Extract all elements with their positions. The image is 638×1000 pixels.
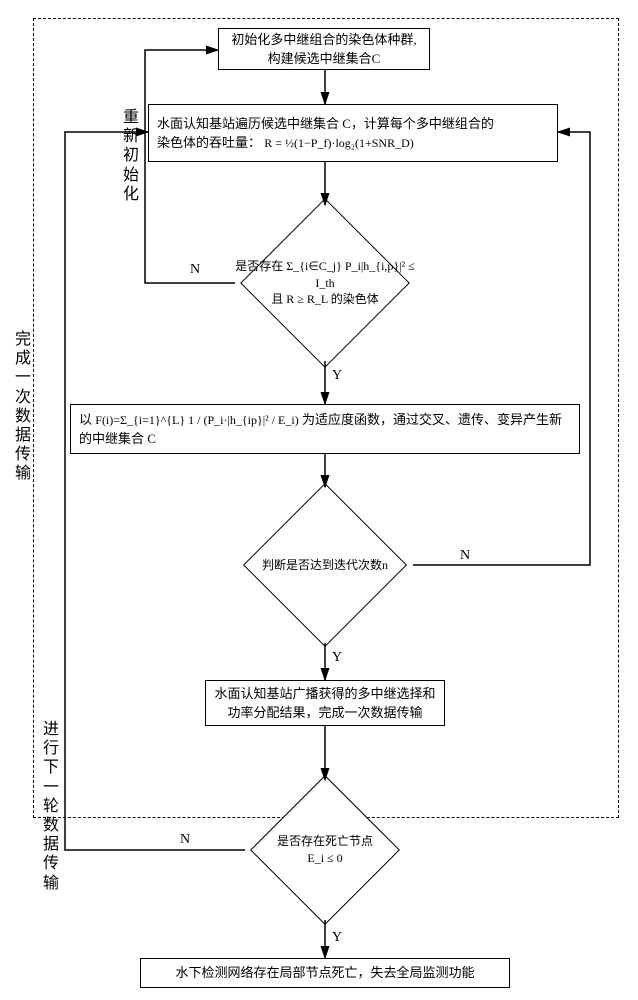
n2-line2-pre: 染色体的吞吐量： (157, 135, 261, 150)
edge-label-n2: N (460, 548, 470, 564)
node-fitness: 以 F(i)=Σ_{i=1}^{L} 1 / (P_i·|h_{ip}|² / … (70, 404, 580, 454)
edge-label-y3: Y (332, 930, 342, 946)
node-broadcast: 水面认知基站广播获得的多中继选择和功率分配结果，完成一次数据传输 (205, 680, 445, 726)
node-terminal: 水下检测网络存在局部节点死亡，失去全局监测功能 (140, 958, 510, 988)
n2-line1: 水面认知基站遍历候选中继集合 C，计算每个多中继组合的 (157, 116, 494, 131)
n3-formula: F(i)=Σ_{i=1}^{L} 1 / (P_i·|h_{ip}|² / E_… (95, 413, 298, 427)
node-init: 初始化多中继组合的染色体种群,构建候选中继集合C (218, 28, 430, 70)
vlabel-complete-text: 完成一次数据传输 (15, 331, 31, 482)
vlabel-complete: 完成一次数据传输 (14, 330, 32, 484)
vlabel-nextround: 进行下一轮数据传输 (42, 720, 60, 893)
edge-label-n1: N (190, 262, 200, 278)
n3-pre: 以 (79, 412, 95, 427)
node-compute-throughput: 水面认知基站遍历候选中继集合 C，计算每个多中继组合的 染色体的吞吐量： R =… (148, 104, 558, 162)
vlabel-reinit-text: 重新初始化 (123, 109, 139, 203)
edge-label-y1: Y (332, 368, 342, 384)
n4-text: 水面认知基站广播获得的多中继选择和功率分配结果，完成一次数据传输 (214, 684, 436, 723)
edge-label-y2: Y (332, 650, 342, 666)
edge-label-n3: N (180, 832, 190, 848)
n2-formula: R = ½(1−P_f)·log₂(1+SNR_D) (264, 136, 413, 150)
vlabel-reinit: 重新初始化 (122, 108, 140, 204)
vlabel-nextround-text: 进行下一轮数据传输 (43, 721, 59, 892)
node-init-text: 初始化多中继组合的染色体种群,构建候选中继集合C (227, 30, 421, 69)
n5-text: 水下检测网络存在局部节点死亡，失去全局监测功能 (175, 963, 474, 983)
